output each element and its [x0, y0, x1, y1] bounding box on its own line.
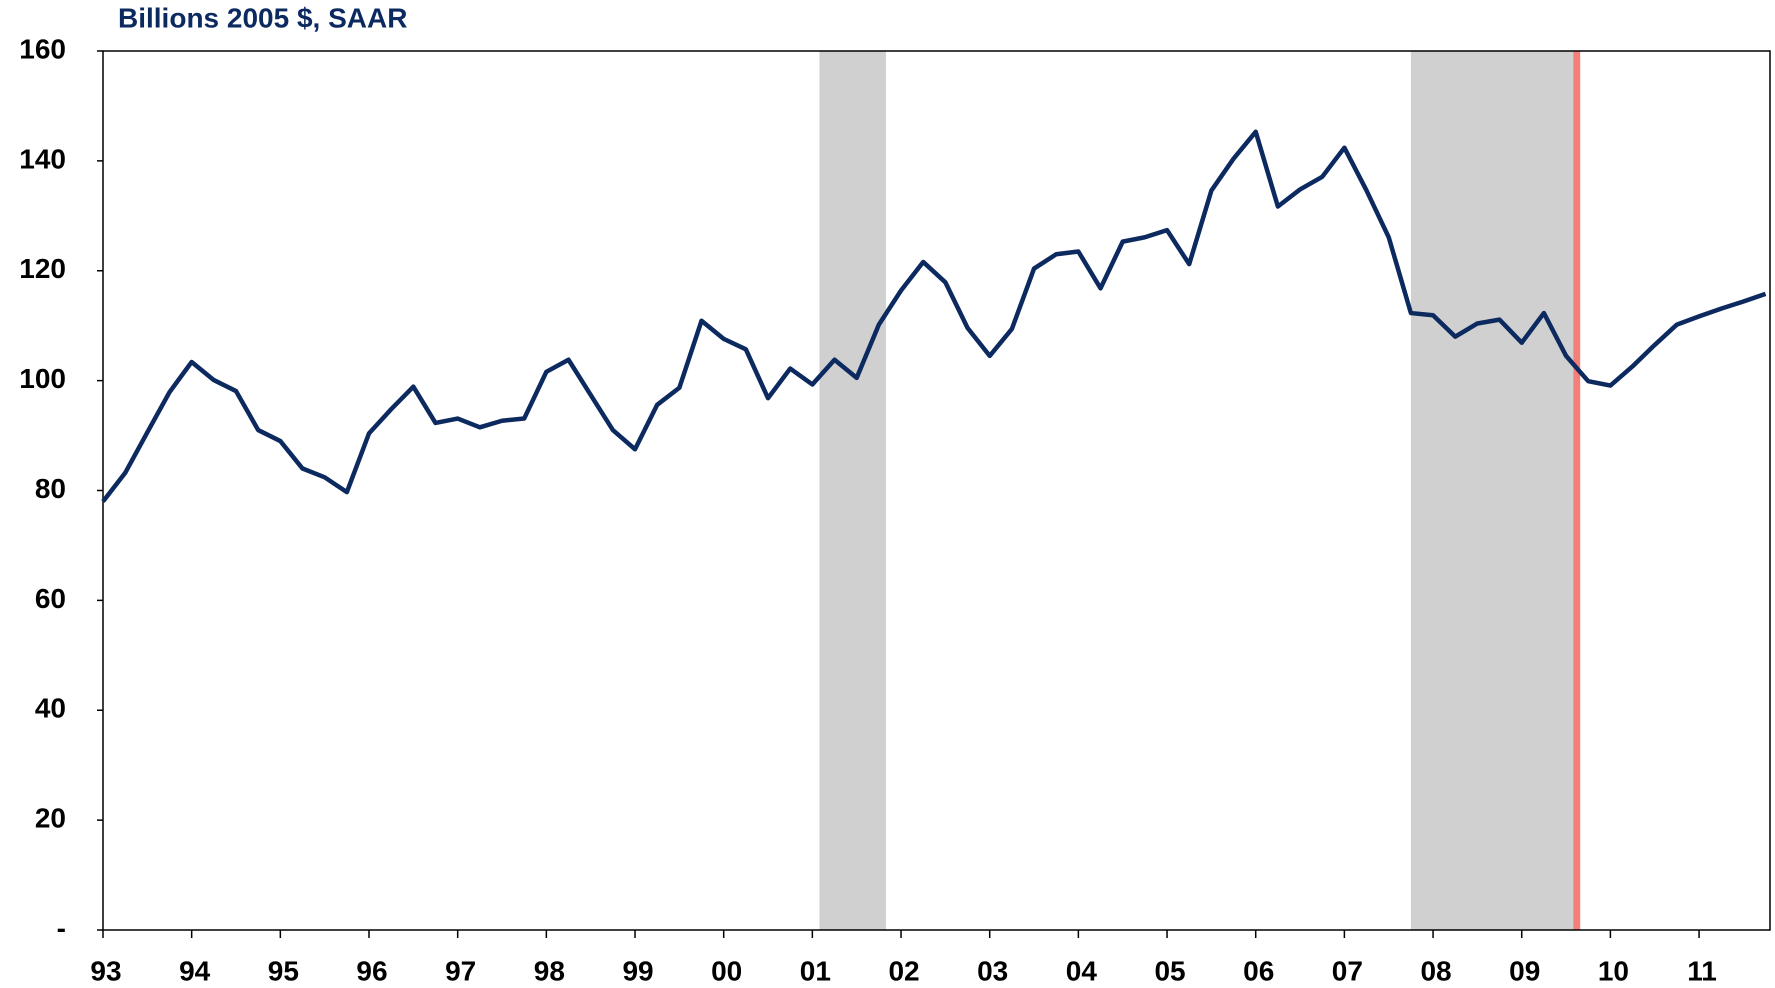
x-tick-label: 01	[800, 955, 831, 986]
x-tick-label: 95	[268, 955, 299, 986]
x-tick-label: 04	[1066, 955, 1098, 986]
x-tick-label: 10	[1598, 955, 1629, 986]
x-tick-label: 06	[1243, 955, 1274, 986]
x-tick-label: 07	[1332, 955, 1363, 986]
y-tick-label: 40	[35, 693, 66, 724]
y-tick-label: 160	[19, 33, 66, 64]
y-tick-label: 140	[19, 143, 66, 174]
x-tick-label: 02	[888, 955, 919, 986]
y-tick-label: 100	[19, 363, 66, 394]
x-tick-label: 99	[622, 955, 653, 986]
y-tick-label: 20	[35, 803, 66, 834]
x-tick-label: 94	[179, 955, 211, 986]
y-tick-label: -	[57, 912, 66, 943]
x-tick-label: 93	[90, 955, 121, 986]
x-tick-label: 00	[711, 955, 742, 986]
x-tick-label: 97	[445, 955, 476, 986]
chart-title: Billions 2005 $, SAAR	[118, 2, 407, 33]
x-tick-label: 03	[977, 955, 1008, 986]
x-tick-label: 98	[534, 955, 565, 986]
recession-band	[819, 51, 886, 930]
x-tick-label: 09	[1509, 955, 1540, 986]
x-tick-label: 96	[356, 955, 387, 986]
y-tick-label: 60	[35, 583, 66, 614]
x-tick-label: 08	[1420, 955, 1451, 986]
recession-band	[1410, 51, 1574, 930]
x-tick-label: 11	[1687, 955, 1717, 986]
y-tick-label: 80	[35, 473, 66, 504]
series-line	[101, 129, 1767, 503]
y-tick-label: 120	[19, 253, 66, 284]
x-tick-label: 05	[1154, 955, 1185, 986]
